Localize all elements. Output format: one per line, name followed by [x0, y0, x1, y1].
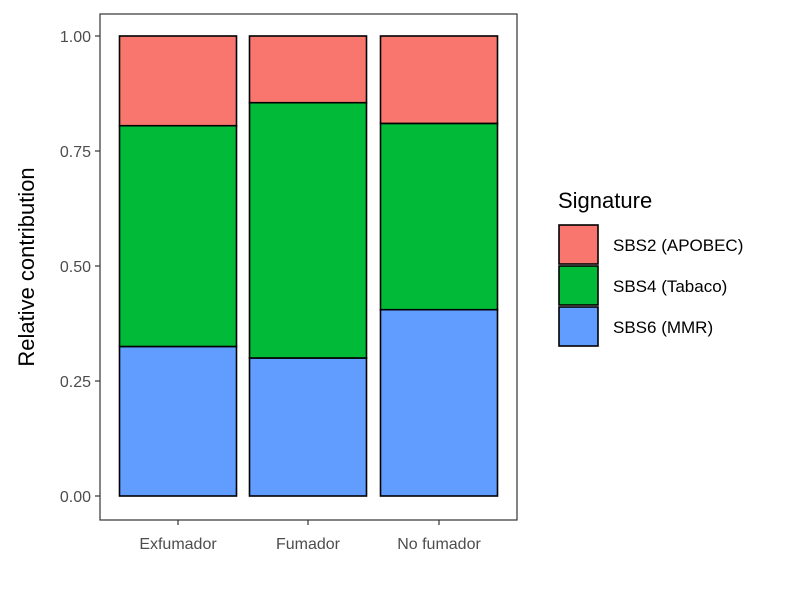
legend-label-0: SBS2 (APOBEC)	[613, 236, 743, 255]
x-tick-label: Exfumador	[139, 536, 217, 553]
bar-segment-0-1	[118, 124, 238, 348]
legend-key-1	[558, 265, 599, 306]
bar-segment-2-1	[379, 122, 499, 311]
bar-segment-0-0	[118, 345, 238, 497]
bars-group	[118, 35, 499, 497]
x-tick-label: No fumador	[397, 536, 481, 553]
x-tick-label: Fumador	[276, 536, 341, 553]
legend-key-0	[558, 224, 599, 265]
legend-label-1: SBS4 (Tabaco)	[613, 277, 727, 296]
bar-segment-1-2	[248, 35, 368, 104]
y-axis: 0.00 0.25 0.50 0.75 1.00	[60, 29, 100, 506]
y-tick-label: 0.50	[60, 259, 91, 276]
legend: Signature SBS2 (APOBEC) SBS4 (Tabaco) SBS6…	[558, 188, 743, 347]
x-axis: Exfumador Fumador No fumador	[139, 520, 481, 553]
legend-title: Signature	[558, 188, 652, 213]
y-tick-label: 0.00	[60, 489, 91, 506]
y-axis-title: Relative contribution	[14, 167, 39, 366]
y-tick-label: 1.00	[60, 29, 91, 46]
y-tick-label: 0.25	[60, 374, 91, 391]
bar-segment-1-0	[248, 357, 368, 497]
legend-key-2	[558, 306, 599, 347]
bar-segment-1-1	[248, 101, 368, 359]
y-tick-label: 0.75	[60, 144, 91, 161]
bar-segment-2-2	[379, 35, 499, 125]
bar-segment-2-0	[379, 308, 499, 497]
legend-label-2: SBS6 (MMR)	[613, 318, 713, 337]
bar-segment-0-2	[118, 35, 238, 127]
